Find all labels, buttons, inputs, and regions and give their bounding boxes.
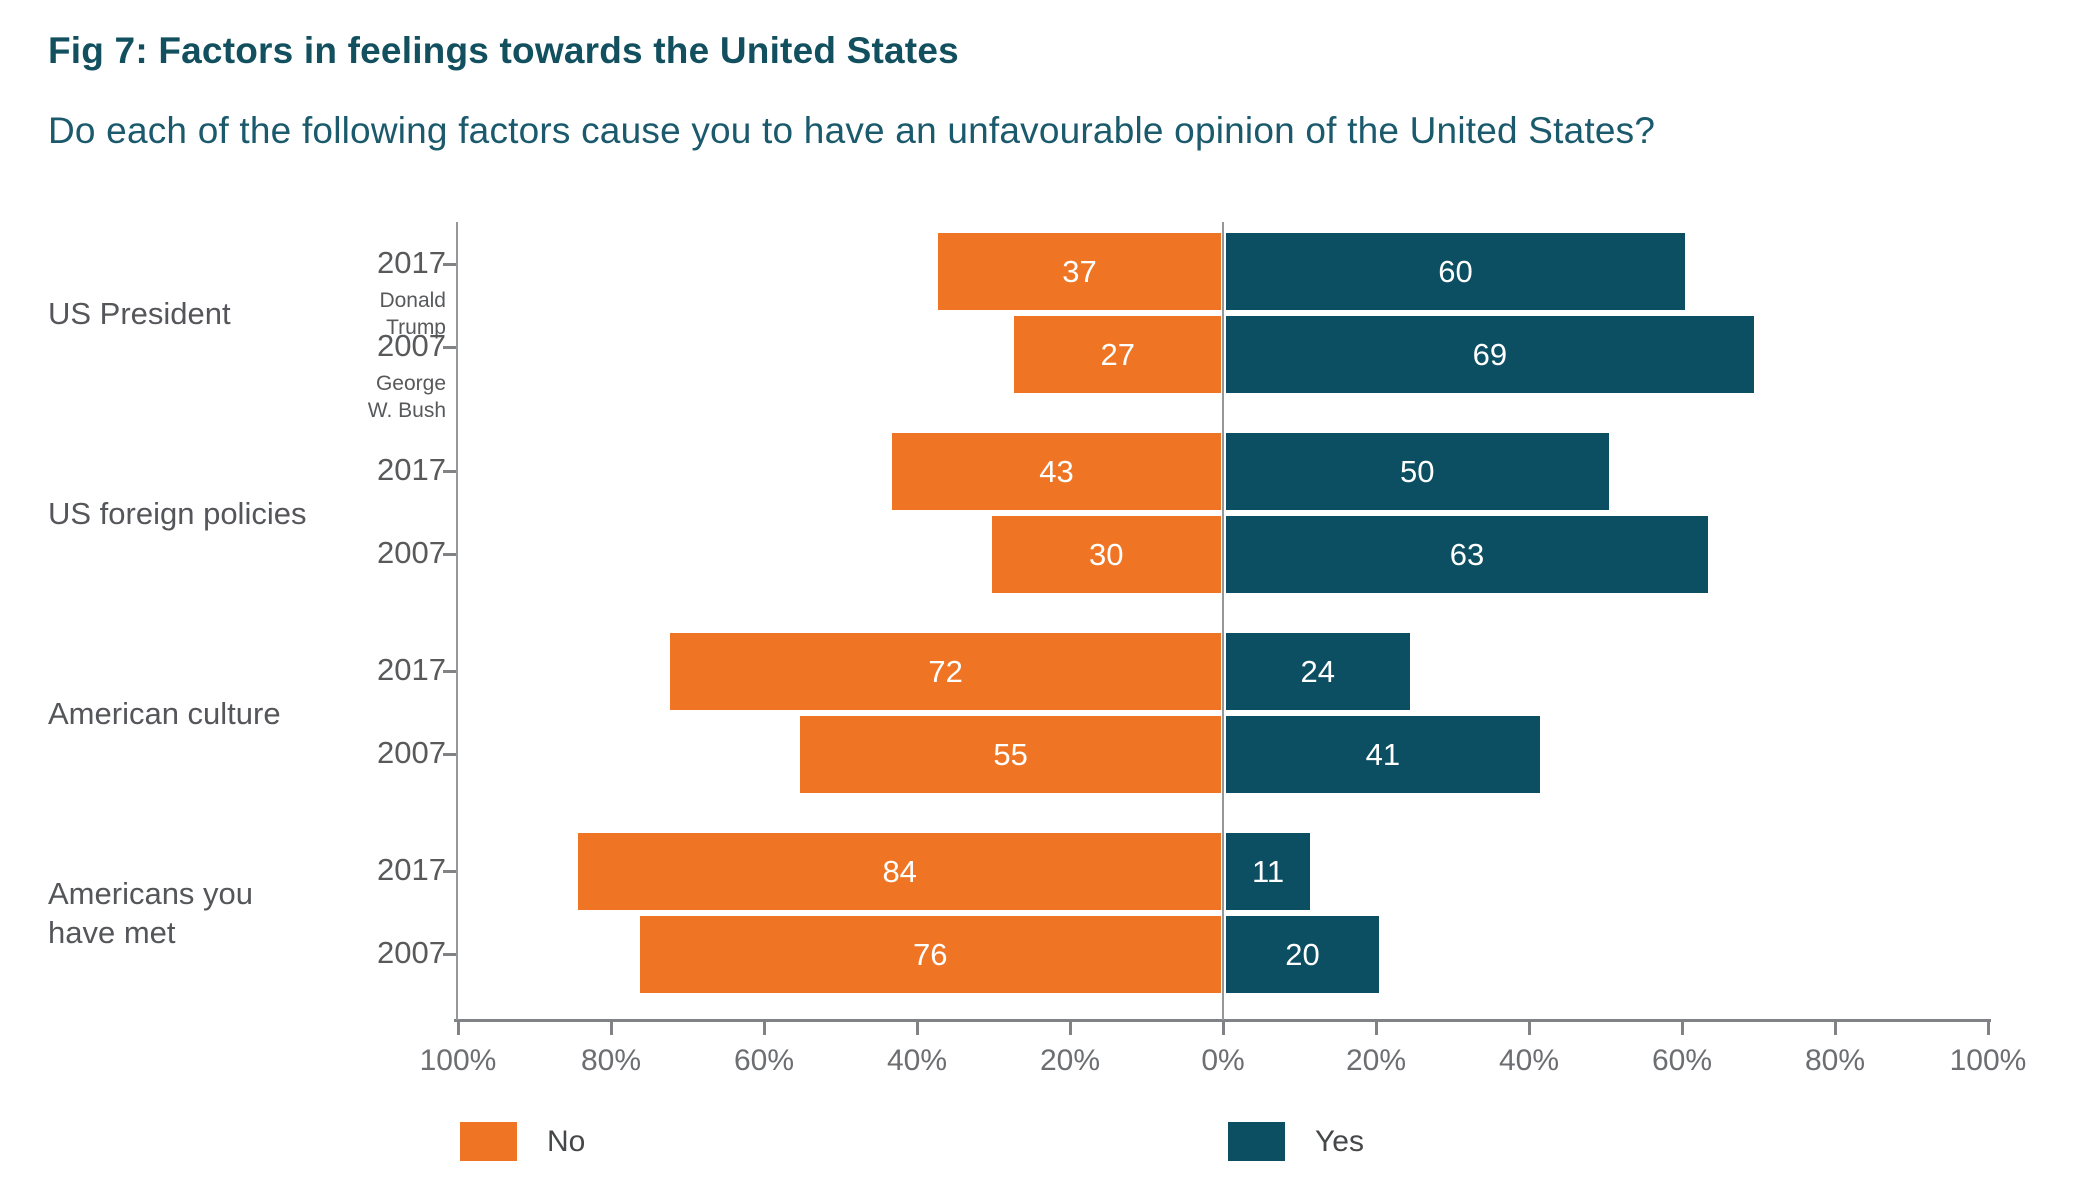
y-axis-row-tick — [443, 346, 456, 349]
y-axis-row-tick — [443, 753, 456, 756]
x-axis-tick — [1834, 1020, 1837, 1035]
x-axis-tick — [1987, 1020, 1990, 1035]
bar-no-value: 76 — [913, 937, 948, 972]
row-year-label: 2007 — [377, 328, 446, 363]
bar-no: 37 — [937, 233, 1221, 310]
x-axis-tick — [1069, 1020, 1072, 1035]
y-axis-row-tick — [443, 553, 456, 556]
bar-no: 27 — [1014, 316, 1221, 393]
figure-title: Fig 7: Factors in feelings towards the U… — [48, 30, 959, 71]
row-year-label: 2017 — [377, 652, 446, 687]
bar-no-value: 27 — [1100, 337, 1135, 372]
legend-yes-swatch — [1228, 1122, 1285, 1161]
bar-yes: 24 — [1226, 633, 1410, 710]
bar-no: 72 — [670, 633, 1221, 710]
x-axis-tick — [1375, 1020, 1378, 1035]
x-axis-tick — [1681, 1020, 1684, 1035]
row-president-label-line: George — [375, 372, 446, 395]
category-label: US foreign policies — [48, 494, 348, 533]
x-axis-tick — [1222, 1020, 1225, 1035]
bar-yes: 11 — [1226, 833, 1311, 910]
legend-no-swatch — [460, 1122, 517, 1161]
y-axis-row-tick — [443, 470, 456, 473]
x-axis-tick-label: 40% — [886, 1044, 948, 1077]
row-president-label-line: Trump — [386, 316, 446, 339]
bar-yes-value: 50 — [1400, 454, 1435, 489]
x-axis-tick-label: 60% — [733, 1044, 795, 1077]
legend-yes-label: Yes — [1315, 1125, 1364, 1158]
bar-no: 76 — [639, 916, 1221, 993]
row-president-label-line: Donald — [379, 289, 446, 312]
bar-no: 55 — [800, 716, 1221, 793]
bar-yes-value: 63 — [1449, 537, 1485, 572]
x-axis-tick-label: 20% — [1039, 1044, 1101, 1077]
x-axis-tick-label: 100% — [1949, 1044, 2027, 1077]
bar-yes-value: 69 — [1472, 337, 1508, 372]
bar-no: 30 — [991, 516, 1221, 593]
row-year-label: 2007 — [377, 535, 446, 570]
x-axis-tick-label: 80% — [580, 1044, 642, 1077]
bar-no-value: 43 — [1039, 454, 1074, 489]
x-axis-tick — [763, 1020, 766, 1035]
bar-yes: 60 — [1226, 233, 1685, 310]
bar-yes-value: 41 — [1365, 737, 1401, 772]
row-president-label: George W. Bush — [236, 370, 446, 424]
category-label-line: Americans you — [48, 876, 254, 911]
category-label-line: American culture — [48, 695, 281, 731]
category-label-line: have met — [48, 915, 176, 950]
y-axis-row-tick — [443, 263, 456, 266]
row-president-label-line: W. Bush — [367, 399, 446, 422]
row-year-label: 2017 — [377, 245, 446, 280]
y-axis-line — [456, 222, 458, 1020]
y-axis-row-tick — [443, 670, 456, 673]
bar-yes: 69 — [1226, 316, 1754, 393]
bar-yes: 63 — [1226, 516, 1708, 593]
bar-no-value: 84 — [882, 854, 917, 889]
bar-yes-value: 20 — [1285, 937, 1320, 972]
bar-yes-value: 60 — [1438, 254, 1473, 289]
category-label: American culture — [48, 694, 348, 733]
x-axis-tick — [916, 1020, 919, 1035]
x-axis-tick-label: 0% — [1201, 1044, 1245, 1077]
zero-axis-line — [1222, 222, 1224, 1020]
bar-no-value: 30 — [1089, 537, 1124, 572]
category-label: Americans you have met — [48, 874, 348, 952]
bar-no-value: 55 — [993, 737, 1028, 772]
figure-subtitle: Do each of the following factors cause y… — [48, 110, 1656, 151]
bar-no: 84 — [578, 833, 1221, 910]
category-label: US President — [48, 294, 348, 333]
bar-no-value: 37 — [1062, 254, 1097, 289]
x-axis-tick-label: 80% — [1804, 1044, 1866, 1077]
legend-no-label: No — [547, 1125, 586, 1158]
category-label-line: US foreign policies — [48, 495, 307, 531]
row-year-label: 2007 — [377, 935, 446, 970]
row-president-label: Donald Trump — [236, 287, 446, 341]
y-axis-row-tick — [443, 870, 456, 873]
row-year-label: 2007 — [377, 735, 446, 770]
x-axis-tick-label: 20% — [1345, 1044, 1407, 1077]
bar-yes-value: 11 — [1251, 854, 1285, 889]
x-axis-tick-label: 100% — [419, 1044, 497, 1077]
bar-no: 43 — [892, 433, 1221, 510]
x-axis-tick-label: 60% — [1651, 1044, 1713, 1077]
x-axis-tick — [457, 1020, 460, 1035]
bar-yes-value: 24 — [1300, 654, 1336, 689]
category-label-line: US President — [48, 295, 231, 331]
bar-yes: 50 — [1226, 433, 1609, 510]
y-axis-row-tick — [443, 953, 456, 956]
row-year-label: 2017 — [377, 852, 446, 887]
x-axis-tick-label: 40% — [1498, 1044, 1560, 1077]
bar-yes: 41 — [1226, 716, 1540, 793]
bar-no-value: 72 — [928, 654, 963, 689]
bar-yes: 20 — [1226, 916, 1379, 993]
row-year-label: 2017 — [377, 452, 446, 487]
x-axis-tick — [610, 1020, 613, 1035]
x-axis-tick — [1528, 1020, 1531, 1035]
